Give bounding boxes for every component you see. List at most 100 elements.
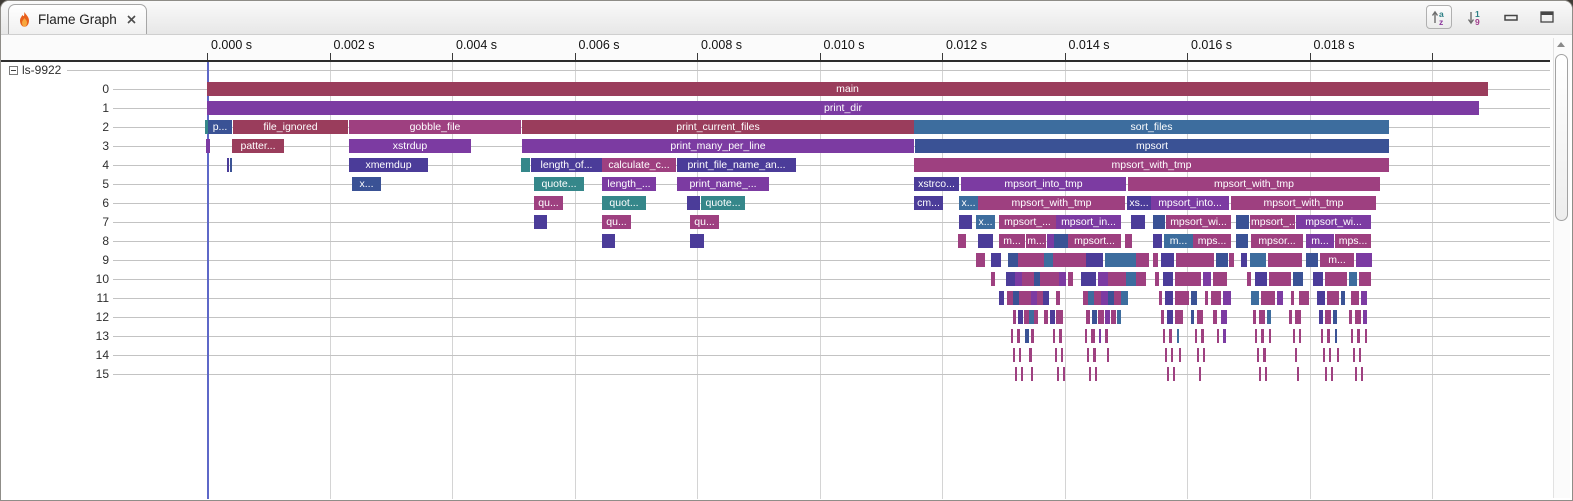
flame-bar[interactable] <box>1008 253 1018 267</box>
flame-bar[interactable] <box>1163 329 1165 343</box>
flame-bar[interactable] <box>1361 367 1363 381</box>
flame-bar[interactable] <box>1015 272 1022 286</box>
flame-bar[interactable]: xmemdup <box>349 158 428 172</box>
flame-bar[interactable] <box>958 234 966 248</box>
minimize-view-button[interactable] <box>1498 5 1524 29</box>
flame-bar[interactable] <box>1293 329 1295 343</box>
flame-bar[interactable] <box>1025 329 1029 343</box>
view-tab[interactable]: Flame Graph <box>8 4 147 34</box>
flame-bar[interactable] <box>1247 272 1251 286</box>
flame-bar[interactable]: x... <box>976 215 995 229</box>
flame-bar[interactable] <box>534 215 547 229</box>
flame-bar[interactable] <box>1153 215 1165 229</box>
flame-bar[interactable] <box>1165 291 1173 305</box>
flame-bar[interactable]: mps... <box>1335 234 1371 248</box>
flame-bar[interactable] <box>1319 310 1323 324</box>
flame-bar[interactable] <box>1179 348 1181 362</box>
flame-bar[interactable]: calculate_c... <box>602 158 676 172</box>
flame-bar[interactable] <box>1199 367 1201 381</box>
flame-bar[interactable] <box>991 253 1001 267</box>
flame-bar[interactable] <box>1108 272 1126 286</box>
flame-bar[interactable] <box>1088 291 1094 305</box>
flame-bar[interactable] <box>687 196 700 210</box>
flame-bar[interactable] <box>1335 329 1337 343</box>
flame-bar[interactable] <box>1359 272 1371 286</box>
flame-bar[interactable]: qu... <box>602 215 631 229</box>
flame-bar[interactable] <box>1321 329 1323 343</box>
flame-bar[interactable] <box>1136 272 1146 286</box>
flame-bar[interactable] <box>1263 348 1266 362</box>
flame-bar[interactable] <box>1095 367 1097 381</box>
flame-bar[interactable] <box>1126 272 1136 286</box>
flame-bar[interactable] <box>1363 310 1367 324</box>
flame-bar[interactable] <box>1255 272 1267 286</box>
flame-bar[interactable] <box>1159 291 1162 305</box>
flame-bar[interactable] <box>1007 291 1013 305</box>
flame-bar[interactable]: m... <box>999 234 1025 248</box>
flame-bar[interactable] <box>1221 310 1227 324</box>
flame-bar[interactable] <box>978 234 993 248</box>
flame-bar[interactable] <box>1277 291 1283 305</box>
flame-bar[interactable] <box>1031 329 1034 343</box>
flame-bar[interactable] <box>1213 310 1217 324</box>
flame-bar[interactable] <box>1203 348 1205 362</box>
flame-bar[interactable] <box>959 215 972 229</box>
flame-bar[interactable] <box>1018 253 1044 267</box>
flame-bar[interactable]: mpsort_with_tmp <box>978 196 1125 210</box>
flame-bar[interactable]: mpsort_into_tmp <box>961 177 1126 191</box>
maximize-view-button[interactable] <box>1534 5 1560 29</box>
flame-bar[interactable]: xstrco... <box>914 177 959 191</box>
flame-bar[interactable] <box>1047 234 1054 248</box>
flame-bar[interactable] <box>1063 367 1065 381</box>
flame-bar[interactable] <box>1006 272 1015 286</box>
flame-bar[interactable] <box>1061 348 1063 362</box>
flame-bar[interactable]: qu... <box>690 215 719 229</box>
flame-bar[interactable] <box>1213 272 1227 286</box>
flame-bar[interactable]: mpsort_in... <box>1056 215 1121 229</box>
flame-bar[interactable]: x... <box>352 177 381 191</box>
flame-bar[interactable] <box>1241 253 1247 267</box>
flame-bar[interactable] <box>1037 291 1043 305</box>
flame-bar[interactable] <box>1169 329 1172 343</box>
scrollbar-up-icon[interactable] <box>1557 42 1565 47</box>
flame-bar[interactable] <box>1031 291 1037 305</box>
flame-bar[interactable] <box>1165 348 1167 362</box>
flame-bar[interactable] <box>1068 272 1073 286</box>
flame-bar[interactable] <box>1325 367 1327 381</box>
flame-bar[interactable]: gobble_file <box>349 120 521 134</box>
flame-bar[interactable] <box>1018 310 1023 324</box>
flame-bar[interactable] <box>1043 291 1049 305</box>
flame-bar[interactable]: mpsort <box>915 139 1389 153</box>
flame-bar[interactable]: mpsort_... <box>999 215 1056 229</box>
flame-bar[interactable] <box>1024 310 1029 324</box>
flame-bar[interactable] <box>1306 253 1318 267</box>
flame-bar[interactable] <box>521 158 530 172</box>
flame-bar[interactable]: mpsor... <box>1251 234 1303 248</box>
flame-bar[interactable] <box>205 120 208 134</box>
flame-bar[interactable] <box>1267 310 1271 324</box>
flame-bar[interactable] <box>1059 329 1062 343</box>
flame-bar[interactable] <box>1053 329 1055 343</box>
flame-bar[interactable] <box>1236 234 1248 248</box>
flame-bar[interactable]: mpsort_wi... <box>1296 215 1371 229</box>
flame-bar[interactable] <box>1259 367 1261 381</box>
flame-bar[interactable] <box>1365 329 1367 343</box>
flame-bar[interactable] <box>1353 348 1355 362</box>
flame-bar[interactable] <box>602 234 615 248</box>
flame-bar[interactable] <box>1293 272 1303 286</box>
flame-bar[interactable] <box>1034 310 1038 324</box>
flame-bar[interactable] <box>1211 291 1221 305</box>
flame-bar[interactable]: x... <box>959 196 978 210</box>
flame-bar[interactable] <box>1153 253 1158 267</box>
flame-bar[interactable] <box>1171 348 1173 362</box>
flame-bar[interactable] <box>1337 348 1339 362</box>
flame-bar[interactable] <box>1105 253 1136 267</box>
flame-bar[interactable] <box>1223 329 1226 343</box>
flame-bar[interactable] <box>1173 367 1175 381</box>
flame-bar[interactable] <box>230 158 232 172</box>
flame-bar[interactable]: m... <box>1164 234 1193 248</box>
flame-bar[interactable] <box>1031 367 1033 381</box>
flame-bar[interactable] <box>1056 310 1063 324</box>
scrollbar-thumb[interactable] <box>1555 54 1568 221</box>
flame-bar[interactable] <box>1111 310 1116 324</box>
